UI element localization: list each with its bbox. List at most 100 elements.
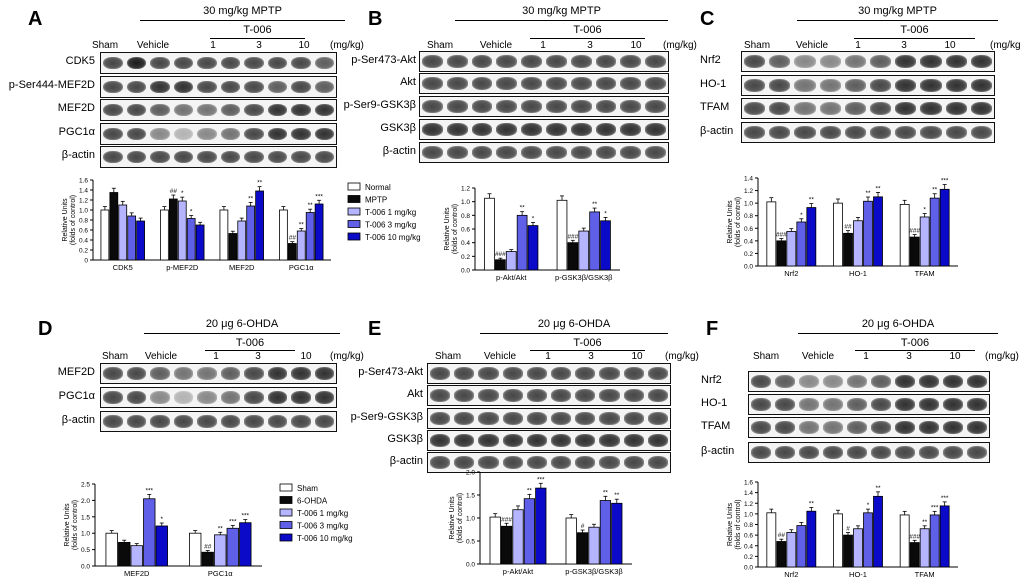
protein-band xyxy=(744,102,766,115)
y-tick-label: 0.8 xyxy=(744,213,753,220)
blot-label: β-actin xyxy=(700,124,734,137)
protein-band xyxy=(623,456,644,469)
significance-mark: ** xyxy=(922,519,928,526)
dose-3-label: 3 xyxy=(587,40,593,51)
protein-band xyxy=(197,56,217,70)
x-category-label: p-Akt/Akt xyxy=(496,273,527,282)
significance-mark: * xyxy=(181,190,184,197)
protein-band xyxy=(775,446,795,459)
vehicle-label: Vehicle xyxy=(801,351,835,362)
blot-label: β-actin xyxy=(61,149,95,161)
protein-band xyxy=(496,77,518,90)
protein-band xyxy=(471,77,493,90)
protein-band xyxy=(150,150,170,164)
blot-label: Nrf2 xyxy=(701,373,722,386)
protein-band xyxy=(599,456,620,469)
bar xyxy=(843,232,853,267)
bar xyxy=(796,221,807,267)
t006-label: T-006 xyxy=(900,337,930,349)
bar xyxy=(246,205,256,261)
protein-band xyxy=(291,150,311,164)
protein-band xyxy=(870,55,892,68)
y-tick-label: 1.5 xyxy=(81,514,90,521)
protein-band xyxy=(314,80,334,94)
protein-band xyxy=(244,56,264,70)
y-tick-label: 1.4 xyxy=(744,176,753,183)
treatment-label: 30 mg/kg MPTP xyxy=(203,5,282,17)
blot-label: TFAM xyxy=(700,100,730,113)
protein-band xyxy=(620,55,642,68)
t006-label: T-006 xyxy=(243,24,272,36)
x-category-label: PGC1α xyxy=(289,263,314,272)
protein-band xyxy=(430,434,451,447)
protein-band xyxy=(943,446,963,459)
protein-band xyxy=(291,367,311,380)
protein-band xyxy=(575,456,596,469)
bar xyxy=(766,512,777,568)
legend-label: T-006 3 mg/kg xyxy=(365,221,416,230)
protein-band xyxy=(446,100,468,113)
significance-mark: ** xyxy=(875,485,881,492)
protein-band xyxy=(623,434,644,447)
blot-label: CDK5 xyxy=(65,55,95,67)
protein-band xyxy=(599,434,620,447)
western-blot-strip xyxy=(427,452,671,473)
bar xyxy=(489,516,501,565)
protein-band xyxy=(895,375,915,388)
significance-mark: * xyxy=(604,210,607,217)
protein-band xyxy=(430,456,451,469)
significance-mark: * xyxy=(923,206,926,213)
significance-mark: ** xyxy=(592,201,598,208)
protein-band xyxy=(521,123,542,136)
protein-band xyxy=(751,446,771,459)
y-tick-label: 1.0 xyxy=(744,511,753,518)
western-blot-strip xyxy=(100,411,337,432)
protein-band xyxy=(267,391,287,404)
protein-band xyxy=(919,375,939,388)
blot-label: TFAM xyxy=(701,419,731,432)
blot-label: GSK3β xyxy=(380,121,416,134)
bar xyxy=(776,240,787,267)
protein-band xyxy=(895,421,915,434)
bar xyxy=(796,525,807,568)
protein-band xyxy=(546,55,567,68)
protein-band xyxy=(620,123,642,136)
western-blot-strip xyxy=(741,51,995,72)
protein-band xyxy=(267,150,287,164)
protein-band xyxy=(595,55,617,68)
protein-band xyxy=(620,100,642,113)
significance-mark: ### xyxy=(501,516,512,523)
protein-band xyxy=(819,126,841,139)
bar xyxy=(109,192,119,261)
protein-band xyxy=(103,391,123,404)
bar xyxy=(766,201,777,267)
dose-1-label: 1 xyxy=(863,351,869,362)
y-tick-label: 2.5 xyxy=(81,482,90,489)
bar xyxy=(516,214,528,271)
significance-mark: * xyxy=(867,502,870,509)
y-tick-label: 0.5 xyxy=(81,547,90,554)
protein-band xyxy=(502,412,523,425)
bar xyxy=(909,236,920,267)
vehicle-label: Vehicle xyxy=(483,351,517,362)
bar xyxy=(255,190,264,261)
protein-band xyxy=(314,391,334,404)
vehicle-label: Vehicle xyxy=(136,40,170,51)
protein-band xyxy=(945,55,967,68)
bar xyxy=(535,487,547,565)
bar xyxy=(863,200,873,267)
bar xyxy=(853,528,863,568)
significance-mark: ### xyxy=(567,233,578,240)
blot-label: PGC1α xyxy=(58,389,95,402)
treatment-underline xyxy=(797,20,998,21)
protein-band xyxy=(647,389,668,402)
bar xyxy=(611,502,623,565)
significance-mark: ** xyxy=(527,487,533,494)
protein-band xyxy=(599,367,620,380)
protein-band xyxy=(220,150,240,164)
protein-band xyxy=(446,55,468,68)
legend-label: T-006 10 mg/kg xyxy=(297,534,353,543)
x-category-label: HO-1 xyxy=(849,269,867,278)
bar xyxy=(578,230,590,271)
protein-band xyxy=(575,367,596,380)
